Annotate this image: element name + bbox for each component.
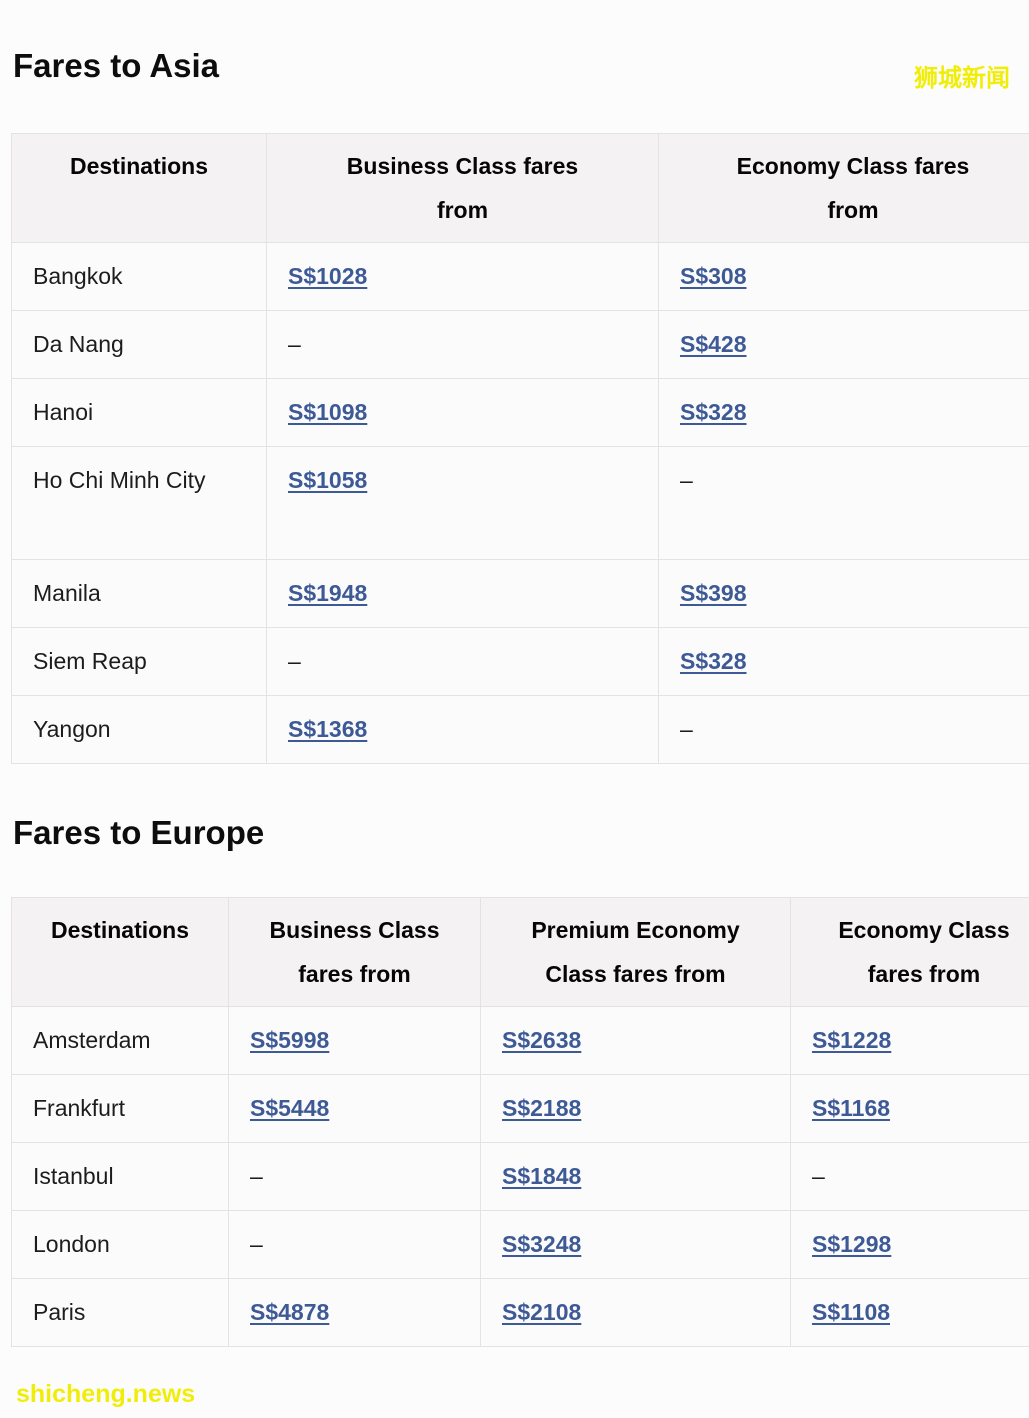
destination-cell: Hanoi xyxy=(12,379,267,447)
fare-link[interactable]: S$328 xyxy=(680,399,747,425)
fare-cell: S$1028 xyxy=(267,243,659,311)
destination-cell: Da Nang xyxy=(12,311,267,379)
fare-link[interactable]: S$1848 xyxy=(502,1163,581,1189)
fare-cell: – xyxy=(659,447,1029,560)
fare-cell: S$428 xyxy=(659,311,1029,379)
column-header: Destinations xyxy=(12,134,267,243)
fare-cell: S$1098 xyxy=(267,379,659,447)
table-row: Bangkok S$1028 S$308 xyxy=(12,243,1029,311)
section-title-fares-to-europe: Fares to Europe xyxy=(13,813,1029,853)
table-row: Amsterdam S$5998 S$2638 S$1228 xyxy=(12,1007,1029,1075)
site-url-watermark: shicheng.news xyxy=(16,1380,195,1409)
fare-cell: – xyxy=(267,311,659,379)
destination-cell: Istanbul xyxy=(12,1143,229,1211)
section-title-fares-to-asia: Fares to Asia xyxy=(13,46,1029,86)
column-header: Business Class fares from xyxy=(267,134,659,243)
destination-cell: Manila xyxy=(12,560,267,628)
table-row: Siem Reap–S$328 xyxy=(12,628,1029,696)
fare-link[interactable]: S$1368 xyxy=(288,716,367,742)
table-row: London–S$3248 S$1298 xyxy=(12,1211,1029,1279)
fare-cell: S$5448 xyxy=(229,1075,481,1143)
site-logo-watermark: 狮城新闻 xyxy=(914,58,1010,93)
table-row: Frankfurt S$5448 S$2188 S$1168 xyxy=(12,1075,1029,1143)
table-row: Manila S$1948 S$398 xyxy=(12,560,1029,628)
fare-cell: – xyxy=(267,628,659,696)
column-header: Economy Class fares from xyxy=(791,898,1029,1007)
fare-link[interactable]: S$398 xyxy=(680,580,747,606)
fare-link[interactable]: S$4878 xyxy=(250,1299,329,1325)
fare-cell: S$2638 xyxy=(481,1007,791,1075)
fare-link[interactable]: S$1098 xyxy=(288,399,367,425)
fare-link[interactable]: S$5448 xyxy=(250,1095,329,1121)
fare-link[interactable]: S$1948 xyxy=(288,580,367,606)
destination-cell: Amsterdam xyxy=(12,1007,229,1075)
fare-link[interactable]: S$328 xyxy=(680,648,747,674)
fare-cell: S$1368 xyxy=(267,696,659,764)
fare-link[interactable]: S$308 xyxy=(680,263,747,289)
column-header: Economy Class fares from xyxy=(659,134,1029,243)
fare-cell: S$1108 xyxy=(791,1279,1029,1347)
destination-cell: London xyxy=(12,1211,229,1279)
fare-link[interactable]: S$1228 xyxy=(812,1027,891,1053)
destination-cell: Paris xyxy=(12,1279,229,1347)
fare-link[interactable]: S$1168 xyxy=(812,1095,890,1121)
fare-cell: S$1168 xyxy=(791,1075,1029,1143)
fare-cell: S$308 xyxy=(659,243,1029,311)
table-row: Ho Chi Minh City S$1058 – xyxy=(12,447,1029,560)
fare-cell: – xyxy=(659,696,1029,764)
fare-cell: S$1948 xyxy=(267,560,659,628)
fare-cell: – xyxy=(791,1143,1029,1211)
destination-cell: Yangon xyxy=(12,696,267,764)
table-row: Hanoi S$1098 S$328 xyxy=(12,379,1029,447)
destination-cell: Bangkok xyxy=(12,243,267,311)
fare-link[interactable]: S$1058 xyxy=(288,467,367,493)
fare-cell: S$1058 xyxy=(267,447,659,560)
fare-link[interactable]: S$428 xyxy=(680,331,747,357)
destination-cell: Ho Chi Minh City xyxy=(12,447,267,560)
fare-cell: S$398 xyxy=(659,560,1029,628)
fare-cell: S$3248 xyxy=(481,1211,791,1279)
table-row: Da Nang–S$428 xyxy=(12,311,1029,379)
fare-cell: S$5998 xyxy=(229,1007,481,1075)
table-row: Yangon S$1368 – xyxy=(12,696,1029,764)
fare-cell: S$328 xyxy=(659,628,1029,696)
fare-cell: S$4878 xyxy=(229,1279,481,1347)
destination-cell: Siem Reap xyxy=(12,628,267,696)
fare-cell: S$2188 xyxy=(481,1075,791,1143)
destination-cell: Frankfurt xyxy=(12,1075,229,1143)
fare-cell: – xyxy=(229,1211,481,1279)
fare-link[interactable]: S$2108 xyxy=(502,1299,581,1325)
fare-link[interactable]: S$1108 xyxy=(812,1299,890,1325)
fare-link[interactable]: S$3248 xyxy=(502,1231,581,1257)
fare-cell: S$328 xyxy=(659,379,1029,447)
fare-link[interactable]: S$1028 xyxy=(288,263,367,289)
column-header: Business Class fares from xyxy=(229,898,481,1007)
fare-cell: – xyxy=(229,1143,481,1211)
table-row: Paris S$4878 S$2108 S$1108 xyxy=(12,1279,1029,1347)
table-row: Istanbul–S$1848– xyxy=(12,1143,1029,1211)
column-header: Premium Economy Class fares from xyxy=(481,898,791,1007)
fare-link[interactable]: S$1298 xyxy=(812,1231,891,1257)
fare-cell: S$1228 xyxy=(791,1007,1029,1075)
fare-link[interactable]: S$5998 xyxy=(250,1027,329,1053)
fare-cell: S$1298 xyxy=(791,1211,1029,1279)
fare-cell: S$1848 xyxy=(481,1143,791,1211)
fare-link[interactable]: S$2638 xyxy=(502,1027,581,1053)
fare-link[interactable]: S$2188 xyxy=(502,1095,581,1121)
column-header: Destinations xyxy=(12,898,229,1007)
fare-cell: S$2108 xyxy=(481,1279,791,1347)
